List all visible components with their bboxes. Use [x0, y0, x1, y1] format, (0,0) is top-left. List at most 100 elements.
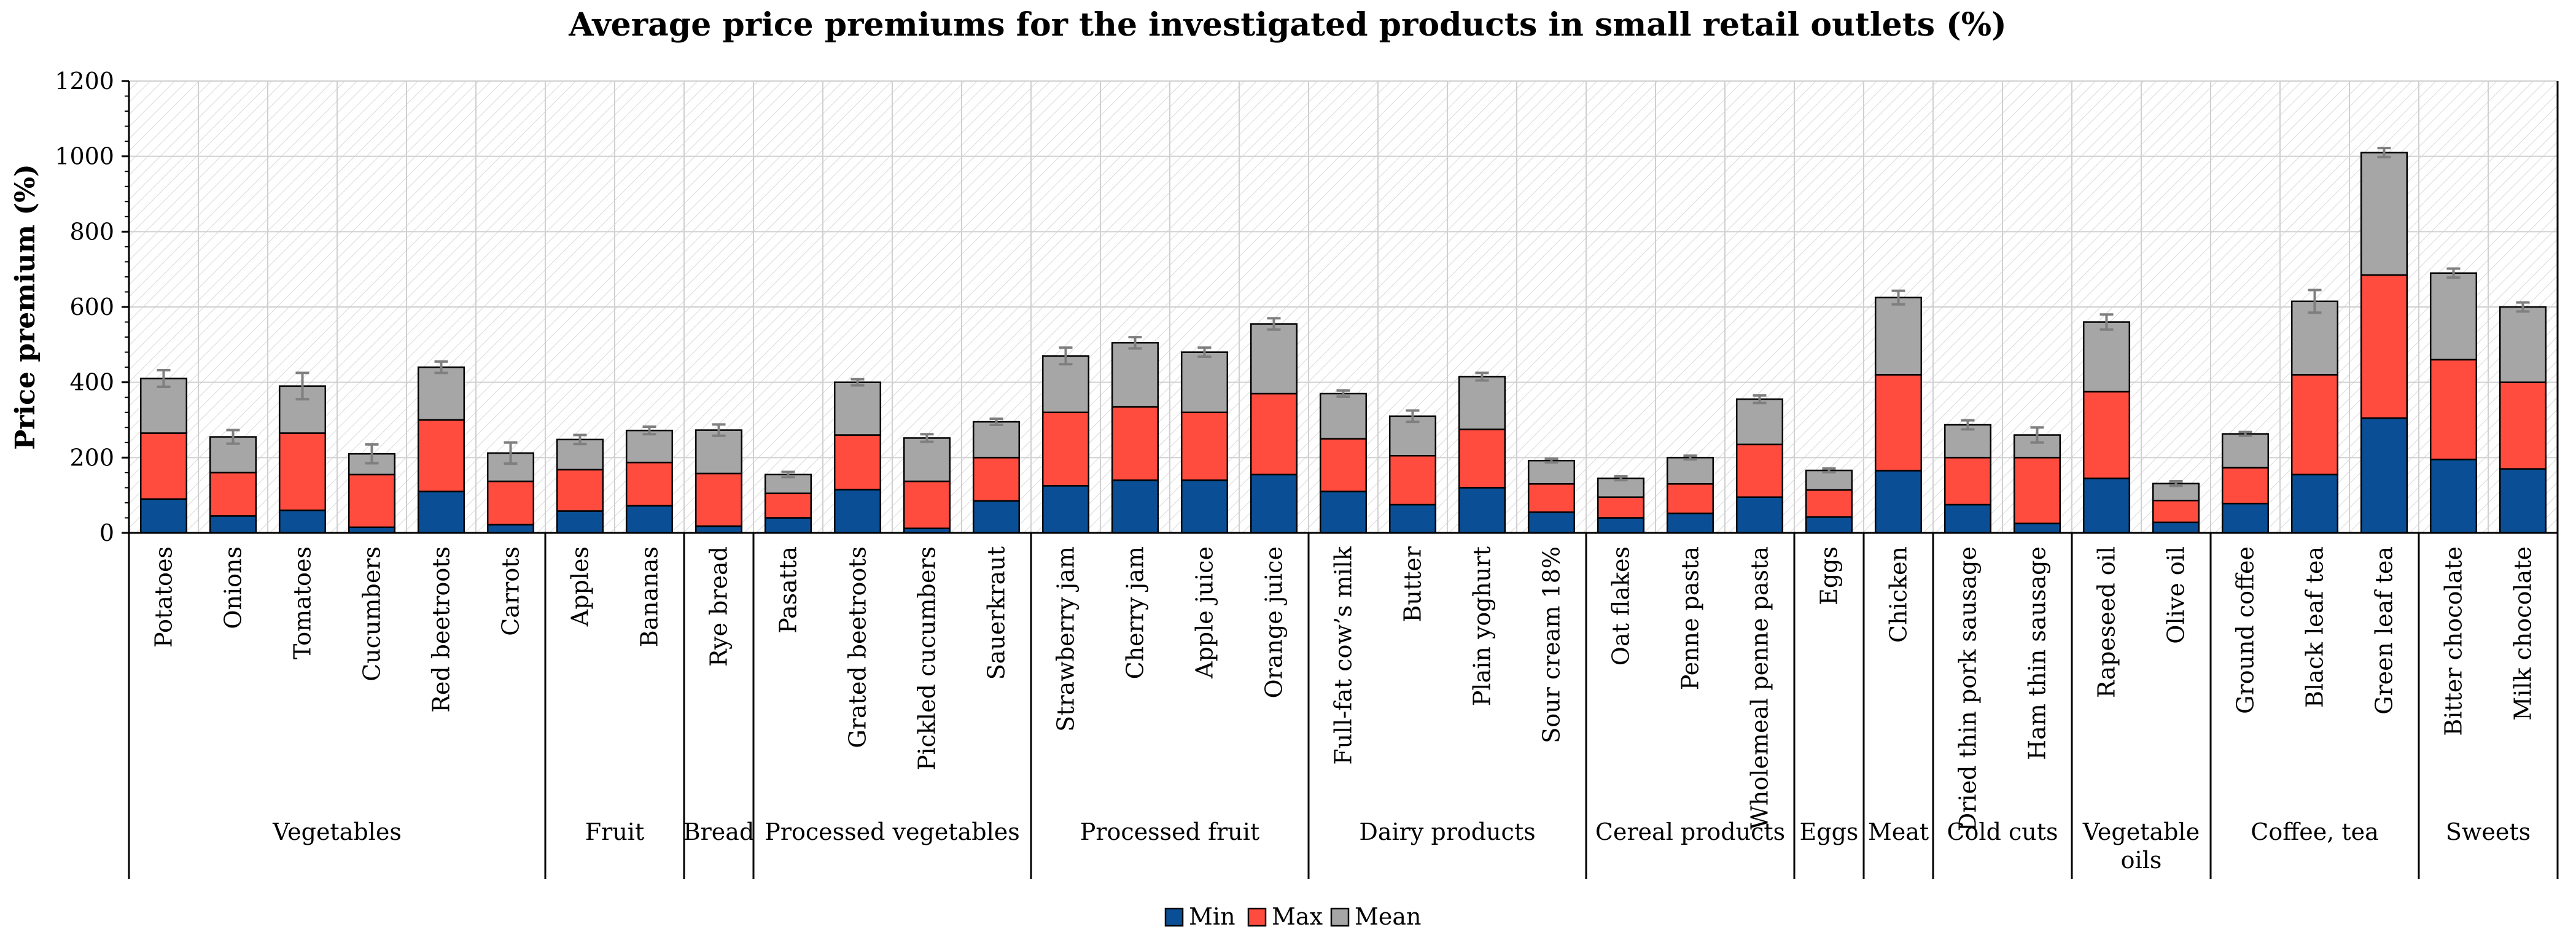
bar-segment-min: [2221, 502, 2270, 534]
bar-segment-max: [1527, 483, 1576, 513]
bar-segment-mean: [1250, 323, 1298, 395]
bar-segment-min: [1527, 511, 1576, 534]
x-tick-label: Eggs: [1816, 546, 1843, 605]
bar-segment-mean: [2360, 152, 2408, 276]
bar-segment-max: [1180, 411, 1229, 481]
bar-segment-mean: [2221, 433, 2270, 469]
bar-segment-mean: [2499, 306, 2547, 383]
bar-segment-max: [2221, 467, 2270, 505]
x-tick-label: Full-fat cow’s milk: [1330, 546, 1357, 765]
y-tick-label: 1200: [55, 68, 114, 95]
x-tick-label: Dried thin pork sausage: [1955, 546, 1982, 831]
bar-segment-min: [1180, 479, 1229, 534]
bar-segment-mean: [1874, 297, 1923, 376]
legend: Min Max Mean: [1164, 903, 1422, 930]
x-tick-label: Chicken: [1885, 546, 1912, 643]
group-label: Vegetable oils: [2082, 818, 2200, 874]
bar-segment-min: [2082, 477, 2131, 534]
x-tick-label: Sour cream 18%: [1538, 546, 1565, 743]
x-tick-label: Ham thin sausage: [2024, 546, 2051, 760]
bar-segment-mean: [972, 421, 1021, 459]
group-label-line: Cold cuts: [1947, 818, 2058, 845]
x-tick-label: Wholemeal penne pasta: [1746, 546, 1773, 829]
bar-segment-min: [1458, 487, 1506, 534]
group-label-line: Sweets: [2446, 818, 2531, 845]
bar-segment-mean: [1944, 424, 1992, 459]
group-label: Processed fruit: [1080, 818, 1259, 845]
x-tick-label: Potatoes: [150, 546, 177, 648]
bar-segment-min: [625, 505, 674, 534]
gridlines: [129, 80, 2558, 533]
group-label: Cereal products: [1595, 818, 1785, 845]
bar-segment-mean: [695, 429, 743, 475]
bar-segment-max: [556, 468, 604, 512]
y-axis-label: Price premium (%): [10, 164, 41, 450]
bar-segment-min: [209, 515, 257, 534]
bar-segment-min: [2290, 473, 2339, 534]
x-tick-label: Bananas: [636, 546, 663, 647]
y-tick-label: 800: [69, 218, 114, 245]
x-tick-label: Tomatoes: [289, 546, 316, 659]
group-label-line: Vegetable: [2082, 818, 2200, 845]
x-tick-label: Apples: [567, 546, 594, 627]
group-label: Coffee, tea: [2251, 818, 2379, 845]
bar-segment-max: [2013, 457, 2061, 524]
x-tick-label: Milk chocolate: [2510, 546, 2537, 721]
group-label: Cold cuts: [1947, 818, 2058, 845]
group-label-line: Fruit: [585, 818, 644, 845]
bar-segment-min: [1111, 479, 1159, 534]
y-tick-label: 0: [99, 519, 114, 546]
bar-segment-max: [1250, 392, 1298, 476]
group-label-line: Coffee, tea: [2251, 818, 2379, 845]
bar-segment-max: [209, 472, 257, 517]
bar-segment-max: [2499, 381, 2547, 470]
bar-segment-max: [1666, 483, 1714, 514]
bar-segment-mean: [2429, 272, 2478, 361]
bar-segment-max: [1458, 429, 1506, 489]
x-tick-label: Carrots: [497, 546, 524, 636]
bar-segment-max: [2290, 374, 2339, 476]
bar-segment-max: [1735, 443, 1784, 498]
group-label-line: Processed vegetables: [765, 818, 1019, 845]
group-label: Processed vegetables: [765, 818, 1019, 845]
bar-segment-min: [2499, 468, 2547, 534]
bar-segment-min: [2013, 522, 2061, 534]
x-tick-label: Onions: [220, 546, 247, 629]
bar-segment-mean: [2082, 321, 2131, 393]
bar-segment-mean: [1597, 477, 1645, 498]
legend-label-min: Min: [1189, 903, 1235, 930]
group-label: Eggs: [1800, 818, 1859, 845]
bar-segment-mean: [1319, 392, 1368, 440]
x-tick-label: Apple juice: [1191, 546, 1218, 679]
x-tick-label: Butter: [1399, 546, 1426, 622]
bar-segment-min: [2152, 521, 2200, 534]
bar-segment-max: [1041, 411, 1090, 487]
legend-label-mean: Mean: [1355, 903, 1422, 930]
bar-segment-min: [1805, 516, 1853, 534]
x-tick-label: Sauerkraut: [983, 546, 1010, 680]
bar-segment-max: [903, 480, 951, 529]
labels-layer: 0 200 400 600 800 1000 1200 Potatoes Onions Tomat…: [55, 68, 2536, 874]
bar-segment-max: [1111, 406, 1159, 481]
group-label: Sweets: [2446, 818, 2531, 845]
bar-segment-max: [972, 457, 1021, 502]
bar-segment-min: [139, 498, 188, 534]
bar-segment-max: [417, 419, 465, 492]
bar-segment-min: [1874, 470, 1923, 534]
bar-segment-min: [556, 510, 604, 534]
bar-segment-max: [833, 434, 882, 491]
x-tick-label: Red beetroots: [428, 546, 455, 713]
bar-segment-min: [486, 524, 535, 534]
bar-segment-mean: [1805, 469, 1853, 491]
group-label-line: Meat: [1868, 818, 1929, 845]
group-label: Bread: [683, 818, 755, 845]
x-tick-label: Olive oil: [2163, 546, 2190, 644]
bar-segment-max: [1388, 455, 1437, 506]
bar-segment-max: [348, 473, 396, 529]
x-tick-label: Cherry jam: [1122, 546, 1149, 679]
bar-segment-mean: [903, 437, 951, 483]
bar-segment-max: [486, 480, 535, 526]
bar-segment-min: [1388, 503, 1437, 534]
group-label: Dairy products: [1359, 818, 1535, 845]
